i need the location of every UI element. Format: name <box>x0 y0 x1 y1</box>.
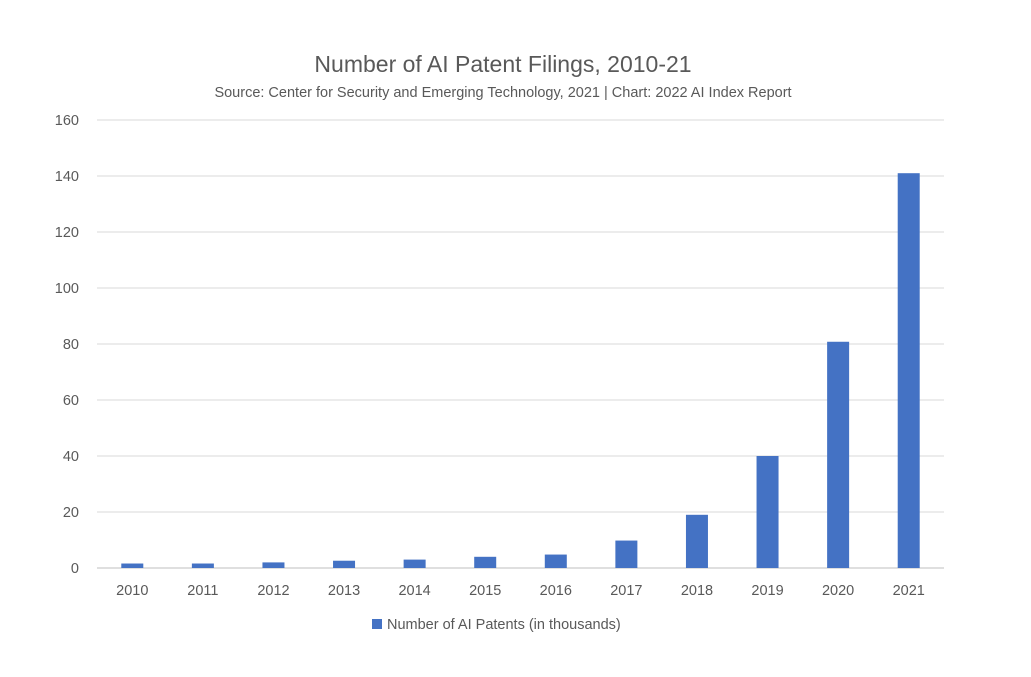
chart-subtitle: Source: Center for Security and Emerging… <box>214 85 791 101</box>
x-tick-label: 2017 <box>610 583 642 599</box>
x-tick-label: 2015 <box>469 583 501 599</box>
bar-2020 <box>827 341 850 568</box>
x-tick-label: 2016 <box>540 583 572 599</box>
bar-2011 <box>191 563 214 568</box>
bar-2016 <box>544 554 567 568</box>
y-axis-tick-labels: 0 20 40 60 80 100 120 140 160 <box>55 113 79 577</box>
legend-label: Number of AI Patents (in thousands) <box>387 617 621 633</box>
bar-2014 <box>403 559 426 568</box>
gridlines <box>97 119 944 569</box>
x-tick-label: 2020 <box>822 583 854 599</box>
y-tick-label: 20 <box>63 505 79 521</box>
legend: Number of AI Patents (in thousands) <box>372 617 621 633</box>
x-tick-label: 2011 <box>187 583 218 599</box>
bar-2013 <box>333 560 356 568</box>
x-tick-label: 2013 <box>328 583 360 599</box>
x-tick-label: 2019 <box>751 583 783 599</box>
bar-2010 <box>121 563 144 568</box>
x-tick-label: 2010 <box>116 583 148 599</box>
x-tick-label: 2012 <box>257 583 289 599</box>
y-tick-label: 160 <box>55 113 79 129</box>
y-tick-label: 0 <box>71 561 79 577</box>
y-tick-label: 60 <box>63 393 79 409</box>
y-tick-label: 140 <box>55 169 79 185</box>
bar-2018 <box>685 514 708 568</box>
x-tick-label: 2021 <box>893 583 925 599</box>
bar-2015 <box>474 556 497 568</box>
x-axis-tick-labels: 2010 2011 2012 2013 2014 2015 2016 2017 2018 2019… <box>116 583 925 599</box>
chart-title: Number of AI Patent Filings, 2010-21 <box>314 51 691 77</box>
bar-2017 <box>615 540 638 568</box>
x-tick-label: 2018 <box>681 583 713 599</box>
y-tick-label: 80 <box>63 337 79 353</box>
x-tick-label: 2014 <box>398 583 430 599</box>
y-tick-label: 40 <box>63 449 79 465</box>
bar-2021 <box>897 173 920 568</box>
bar-2012 <box>262 562 285 568</box>
legend-swatch <box>372 619 382 629</box>
y-tick-label: 100 <box>55 281 79 297</box>
bar-2019 <box>756 456 779 568</box>
bars <box>121 173 920 568</box>
y-tick-label: 120 <box>55 225 79 241</box>
